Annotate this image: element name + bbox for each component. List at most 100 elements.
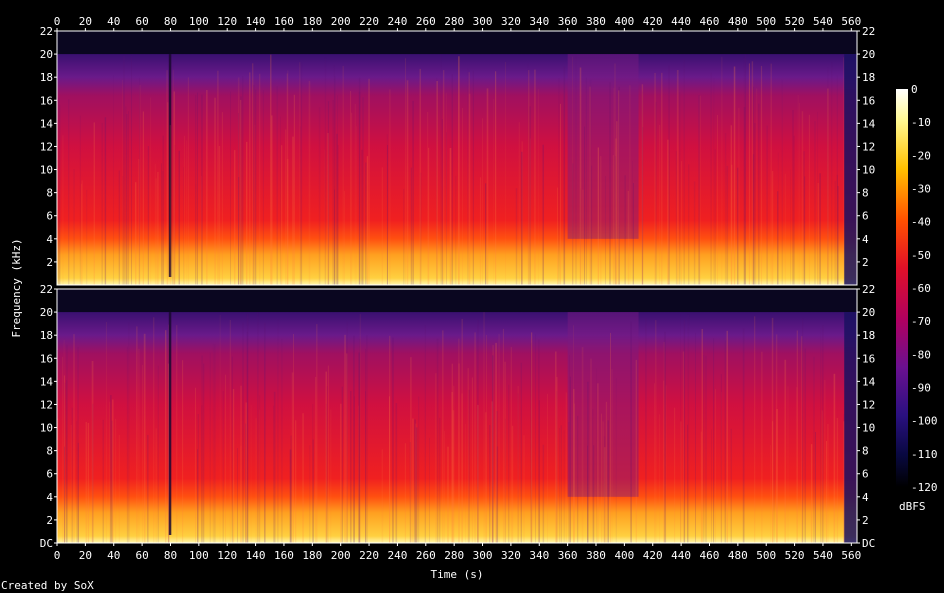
texture-streak xyxy=(453,385,455,543)
texture-streak xyxy=(802,318,804,543)
texture-streak xyxy=(604,447,606,543)
texture-streak xyxy=(667,139,669,285)
texture-streak xyxy=(814,121,816,285)
x-tick-label: 140 xyxy=(246,549,266,562)
texture-streak xyxy=(70,425,73,543)
texture-streak xyxy=(238,177,240,285)
texture-streak xyxy=(246,332,248,543)
texture-streak xyxy=(679,92,681,286)
texture-streak xyxy=(136,326,138,543)
texture-streak xyxy=(607,420,609,543)
texture-streak xyxy=(381,449,384,543)
texture-streak xyxy=(87,422,90,543)
texture-streak xyxy=(489,425,491,543)
texture-streak xyxy=(440,54,442,285)
texture-streak xyxy=(822,325,824,543)
texture-streak xyxy=(230,91,231,285)
texture-streak xyxy=(183,167,184,285)
texture-streak xyxy=(114,418,117,543)
colorbar-tick-label: 0 xyxy=(911,83,918,96)
texture-streak xyxy=(178,150,180,285)
y-tick-label: 16 xyxy=(862,94,875,107)
texture-streak xyxy=(827,67,829,286)
texture-streak xyxy=(661,72,663,285)
texture-streak xyxy=(445,92,447,285)
x-tick-label: 280 xyxy=(444,549,464,562)
texture-streak xyxy=(285,129,287,285)
texture-streak xyxy=(165,330,167,543)
x-tick-label: 360 xyxy=(558,549,578,562)
texture-streak xyxy=(262,90,264,285)
y-tick-label: 16 xyxy=(862,352,875,365)
texture-streak xyxy=(534,69,536,285)
texture-streak xyxy=(504,361,506,543)
texture-streak xyxy=(730,428,732,543)
sox-credit: Created by SoX xyxy=(1,579,94,592)
texture-streak xyxy=(724,133,727,285)
texture-streak xyxy=(176,325,178,543)
texture-streak xyxy=(472,70,474,285)
texture-streak xyxy=(123,55,125,286)
texture-streak xyxy=(530,138,531,285)
texture-streak xyxy=(597,147,599,285)
texture-streak xyxy=(645,318,647,543)
colorbar-tick-label: -80 xyxy=(911,348,931,361)
x-tick-label: 60 xyxy=(135,15,148,28)
panel-frame xyxy=(56,288,858,544)
texture-streak xyxy=(810,444,813,543)
energy-field xyxy=(57,312,857,543)
texture-streak xyxy=(81,180,83,285)
texture-streak xyxy=(104,117,107,285)
texture-streak xyxy=(315,377,317,543)
texture-streak xyxy=(102,419,104,543)
colorbar-tick-label: -50 xyxy=(911,249,931,262)
texture-streak xyxy=(477,404,479,543)
texture-streak xyxy=(568,422,570,543)
texture-streak xyxy=(197,92,198,285)
texture-streak xyxy=(527,62,529,286)
texture-streak xyxy=(68,99,70,285)
texture-streak xyxy=(529,106,531,286)
texture-streak xyxy=(581,347,584,543)
texture-streak xyxy=(368,78,370,285)
texture-streak xyxy=(168,360,170,543)
texture-streak xyxy=(675,151,677,285)
texture-streak xyxy=(479,177,482,285)
texture-streak xyxy=(659,125,661,285)
x-tick-label: 200 xyxy=(331,549,351,562)
texture-streak xyxy=(222,391,224,543)
texture-streak xyxy=(569,376,571,543)
x-tick-label: 180 xyxy=(302,15,322,28)
texture-streak xyxy=(731,164,733,285)
texture-streak xyxy=(560,425,562,543)
texture-streak xyxy=(406,80,409,285)
texture-streak xyxy=(615,378,617,543)
texture-streak xyxy=(511,425,514,543)
colorbar xyxy=(896,89,908,487)
texture-streak xyxy=(292,136,294,285)
texture-streak xyxy=(573,403,575,543)
texture-streak xyxy=(843,421,845,543)
texture-streak xyxy=(276,86,278,285)
texture-streak xyxy=(173,91,175,286)
x-tick-label: 140 xyxy=(246,15,266,28)
texture-streak xyxy=(350,112,353,285)
texture-streak xyxy=(482,118,483,285)
texture-streak xyxy=(605,401,608,543)
texture-streak xyxy=(444,430,445,543)
texture-streak xyxy=(462,108,463,285)
texture-streak xyxy=(334,76,336,285)
texture-streak xyxy=(264,322,266,543)
texture-streak xyxy=(517,385,519,543)
texture-streak xyxy=(387,145,388,285)
texture-streak xyxy=(427,111,429,286)
texture-streak xyxy=(168,324,169,543)
y-tick-label: 12 xyxy=(40,398,53,411)
texture-streak xyxy=(486,334,487,543)
texture-streak xyxy=(167,102,169,285)
texture-streak xyxy=(557,187,558,285)
texture-streak xyxy=(547,393,548,543)
x-tick-label: 80 xyxy=(164,549,177,562)
y-tick-label: 6 xyxy=(46,210,53,223)
x-tick-label: 440 xyxy=(671,15,691,28)
